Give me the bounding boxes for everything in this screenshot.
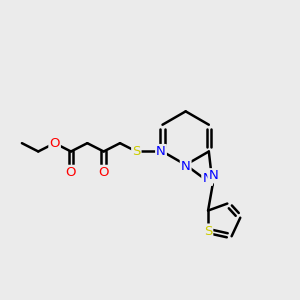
Text: O: O (98, 166, 109, 179)
Text: S: S (132, 145, 140, 158)
Text: N: N (181, 160, 190, 173)
Text: N: N (156, 145, 166, 158)
Text: N: N (202, 172, 212, 185)
Text: O: O (50, 137, 60, 150)
Text: S: S (204, 224, 212, 238)
Text: O: O (66, 166, 76, 179)
Text: N: N (208, 169, 218, 182)
